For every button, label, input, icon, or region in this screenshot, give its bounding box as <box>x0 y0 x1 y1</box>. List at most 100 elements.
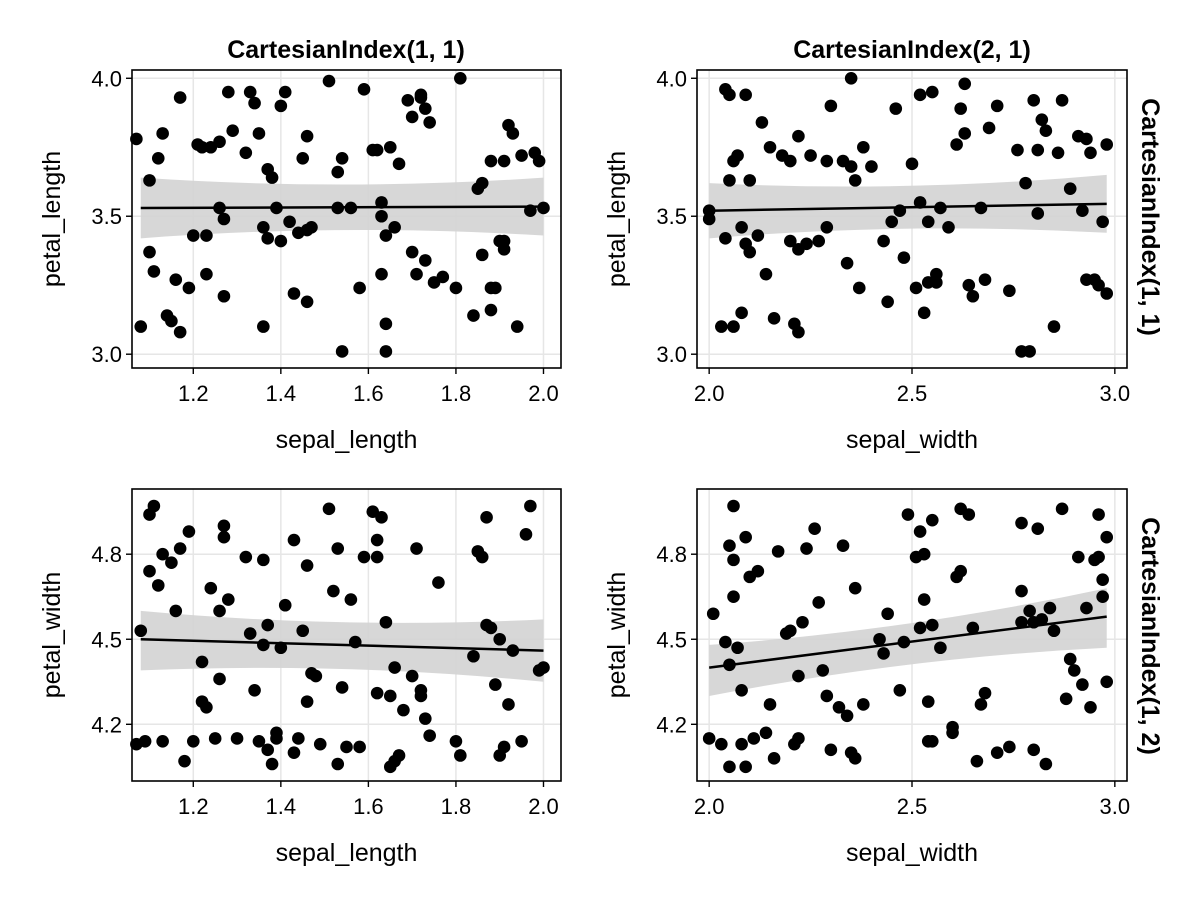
panel4-point-58 <box>934 641 947 655</box>
panel1-point-63 <box>383 140 397 154</box>
panel4-point-18 <box>751 564 765 578</box>
panel3-point-80 <box>467 649 480 663</box>
panel4-point-94 <box>1096 590 1109 604</box>
panel1-point-83 <box>484 154 498 168</box>
panel3-x-tick-label-3: 1.6 <box>353 794 384 819</box>
panel3-point-24 <box>217 530 231 544</box>
panel1-point-94 <box>515 149 528 162</box>
panel2-point-50 <box>909 281 923 295</box>
panel3-point-50 <box>327 584 340 598</box>
panel2-point-64 <box>958 77 972 91</box>
panel3-x-axis-label: sepal_length <box>276 839 418 867</box>
panel4-point-36 <box>836 539 850 552</box>
panel2-point-91 <box>1092 278 1105 292</box>
panel3-point-34 <box>261 743 275 757</box>
panel2-point-40 <box>852 281 866 295</box>
panel1-point-78 <box>454 71 467 85</box>
panel3-point-7 <box>151 579 165 592</box>
panel3-point-85 <box>484 621 498 635</box>
panel2-y-axis-label: petal_length <box>603 151 631 287</box>
panel3-point-4 <box>143 564 156 578</box>
panel4-point-4 <box>719 635 732 649</box>
panel1-point-29 <box>252 127 266 140</box>
panel3-point-66 <box>383 689 397 703</box>
panel2-point-23 <box>784 234 797 248</box>
panel3-point-63 <box>375 511 388 524</box>
panel2-point-17 <box>751 229 765 242</box>
panel4-point-27 <box>792 669 805 683</box>
panel2-point-48 <box>897 251 911 264</box>
panel4-x-tick-label-3: 3.0 <box>1100 794 1131 819</box>
panel2-point-12 <box>735 220 748 234</box>
panel1-point-54 <box>357 83 371 96</box>
panel3-point-37 <box>270 726 283 740</box>
panel2-point-20 <box>763 140 777 154</box>
panel1-point-9 <box>165 314 178 328</box>
panel2-point-84 <box>1063 182 1077 195</box>
panel2-point-52 <box>913 88 927 102</box>
panel1-x-axis-label: sepal_length <box>276 426 418 454</box>
panel4-point-26 <box>792 732 805 745</box>
panel1-point-44 <box>300 295 314 309</box>
panel1-x-tick-label-5: 2.0 <box>528 381 559 406</box>
panel2-point-92 <box>1096 215 1109 229</box>
panel3-point-69 <box>392 749 406 762</box>
panel4-point-69 <box>990 746 1004 759</box>
panel3-point-28 <box>243 627 257 640</box>
panel3-point-89 <box>497 740 511 754</box>
panel1-point-86 <box>484 303 498 317</box>
panel2-point-8 <box>727 320 740 333</box>
panel1-point-28 <box>248 96 261 110</box>
panel2-point-21 <box>767 312 781 325</box>
panel4-point-10 <box>727 590 740 604</box>
panel3-point-9 <box>156 547 169 561</box>
panel4-point-50 <box>913 525 927 538</box>
panel4-point-73 <box>1015 615 1028 629</box>
panel4-point-80 <box>1043 601 1057 615</box>
panel3-point-77 <box>432 576 445 589</box>
panel4-point-28 <box>796 615 809 629</box>
panel4-point-13 <box>735 683 748 697</box>
panel3-x-tick-label-2: 1.4 <box>266 794 297 819</box>
panel2-point-60 <box>942 220 955 234</box>
panel3-plot-frame <box>131 488 562 782</box>
panel1-point-82 <box>475 176 489 190</box>
panel3-x-tick-label-4: 1.8 <box>441 794 472 819</box>
panel1-point-6 <box>151 151 165 165</box>
panel4-point-8 <box>727 499 740 513</box>
panel1-point-1 <box>130 132 143 146</box>
panel2-x-tick-label-2: 2.5 <box>897 381 928 406</box>
panel2-point-38 <box>844 71 858 85</box>
panel3-point-25 <box>222 593 235 606</box>
panel3-point-13 <box>178 754 191 768</box>
panel1-point-5 <box>147 265 161 278</box>
panel2-point-74 <box>1019 176 1032 190</box>
panel2-point-76 <box>1027 94 1040 107</box>
panel4-point-11 <box>731 641 744 655</box>
panel1-point-43 <box>300 129 314 143</box>
panel4-point-6 <box>723 658 736 672</box>
panel4-point-67 <box>974 698 988 711</box>
panel3-point-58 <box>357 550 371 564</box>
panel1-point-33 <box>261 232 275 245</box>
panel4-point-52 <box>917 593 931 606</box>
panel2-point-67 <box>974 201 988 215</box>
panel4-point-68 <box>978 686 992 700</box>
panel1-point-51 <box>335 151 349 165</box>
panel4-y-tick-label-2: 4.5 <box>656 627 687 652</box>
panel3-point-75 <box>418 712 432 725</box>
panel2-x-tick-label-3: 3.0 <box>1100 381 1131 406</box>
panel2-point-89 <box>1084 146 1097 160</box>
panel2-point-72 <box>1011 143 1024 157</box>
panel1-point-12 <box>173 325 187 339</box>
panel1-point-3 <box>143 174 156 187</box>
panel3-y-tick-label-2: 4.5 <box>91 627 122 652</box>
panel1-point-36 <box>274 99 288 113</box>
panel4-x-axis-label: sepal_width <box>846 839 978 867</box>
panel2-point-77 <box>1031 207 1045 220</box>
panel4-point-78 <box>1035 613 1049 626</box>
panel4-point-70 <box>1003 740 1016 754</box>
panel1-point-61 <box>379 317 393 331</box>
panel3-point-6 <box>147 499 161 513</box>
